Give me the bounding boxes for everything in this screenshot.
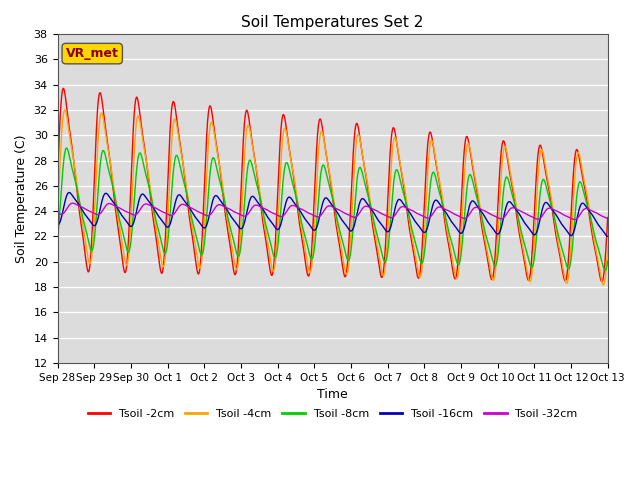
Tsoil -2cm <box>54 177 61 182</box>
Title: Soil Temperatures Set 2: Soil Temperatures Set 2 <box>241 15 424 30</box>
Tsoil -16cm <box>65 190 73 195</box>
Tsoil -16cm <box>534 226 541 232</box>
Tsoil -16cm <box>54 222 61 228</box>
Tsoil -2cm <box>289 167 296 172</box>
Tsoil -32cm <box>571 216 579 222</box>
Tsoil -4cm <box>604 244 612 250</box>
Tsoil -8cm <box>604 258 612 264</box>
Tsoil -2cm <box>116 241 124 247</box>
Tsoil -8cm <box>534 217 541 223</box>
Tsoil -2cm <box>598 279 605 285</box>
Legend: Tsoil -2cm, Tsoil -4cm, Tsoil -8cm, Tsoil -16cm, Tsoil -32cm: Tsoil -2cm, Tsoil -4cm, Tsoil -8cm, Tsoi… <box>83 405 582 423</box>
Tsoil -2cm <box>265 258 273 264</box>
Tsoil -4cm <box>61 107 68 113</box>
Tsoil -8cm <box>63 145 70 151</box>
Tsoil -32cm <box>604 216 612 222</box>
Tsoil -32cm <box>68 200 76 206</box>
Tsoil -2cm <box>604 215 612 220</box>
Tsoil -8cm <box>265 233 273 239</box>
Tsoil -32cm <box>265 208 273 214</box>
Tsoil -16cm <box>265 216 273 221</box>
Tsoil -4cm <box>116 229 124 235</box>
Y-axis label: Soil Temperature (C): Soil Temperature (C) <box>15 134 28 263</box>
Tsoil -2cm <box>534 154 541 159</box>
Tsoil -16cm <box>149 204 157 210</box>
Tsoil -8cm <box>116 220 124 226</box>
Line: Tsoil -8cm: Tsoil -8cm <box>58 148 608 270</box>
Tsoil -16cm <box>604 233 612 239</box>
Tsoil -4cm <box>149 207 157 213</box>
Line: Tsoil -2cm: Tsoil -2cm <box>58 88 608 282</box>
Line: Tsoil -4cm: Tsoil -4cm <box>58 110 608 285</box>
Tsoil -4cm <box>593 252 601 258</box>
Tsoil -4cm <box>54 214 61 220</box>
Tsoil -16cm <box>593 220 601 226</box>
Tsoil -32cm <box>149 204 157 210</box>
Tsoil -16cm <box>289 197 296 203</box>
Tsoil -16cm <box>116 211 124 216</box>
Tsoil -32cm <box>534 216 541 222</box>
Tsoil -2cm <box>60 85 67 91</box>
Tsoil -32cm <box>54 210 61 216</box>
Tsoil -32cm <box>116 205 124 211</box>
X-axis label: Time: Time <box>317 388 348 401</box>
Text: VR_met: VR_met <box>66 47 118 60</box>
Tsoil -4cm <box>600 282 607 288</box>
Tsoil -8cm <box>593 241 601 247</box>
Tsoil -8cm <box>54 236 61 241</box>
Tsoil -8cm <box>601 267 609 273</box>
Tsoil -4cm <box>265 246 273 252</box>
Tsoil -4cm <box>534 177 541 182</box>
Tsoil -2cm <box>593 257 601 263</box>
Tsoil -32cm <box>289 203 296 208</box>
Tsoil -8cm <box>149 204 157 210</box>
Tsoil -32cm <box>593 210 601 216</box>
Line: Tsoil -16cm: Tsoil -16cm <box>58 192 608 236</box>
Tsoil -8cm <box>289 180 296 186</box>
Line: Tsoil -32cm: Tsoil -32cm <box>58 203 608 219</box>
Tsoil -2cm <box>149 216 157 221</box>
Tsoil -4cm <box>289 166 296 171</box>
